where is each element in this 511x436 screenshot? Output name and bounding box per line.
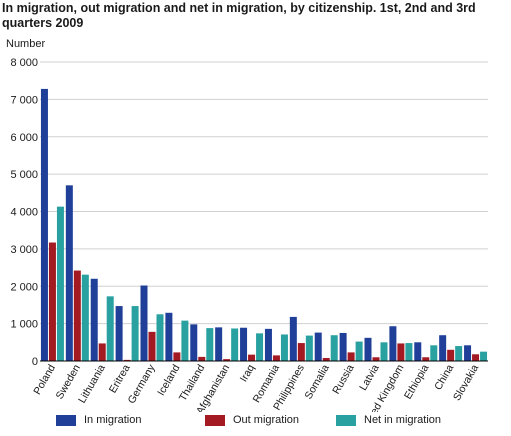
x-tick-label: Iceland xyxy=(155,362,182,397)
bar-out-migration xyxy=(397,343,405,361)
legend-swatch-out-migration xyxy=(205,414,225,426)
y-tick-label: 5 000 xyxy=(10,169,38,181)
bar-in-migration xyxy=(339,332,347,361)
legend-label-net-in-migration: Net in migration xyxy=(364,414,442,426)
bar-in-migration xyxy=(240,327,248,361)
bar-net-in-migration xyxy=(380,342,388,361)
bar-out-migration xyxy=(422,357,430,361)
bar-in-migration xyxy=(215,327,223,361)
bar-in-migration xyxy=(90,278,98,361)
y-tick-label: 1 000 xyxy=(10,319,38,331)
bar-out-migration xyxy=(272,355,280,361)
bars xyxy=(40,88,488,361)
bar-in-migration xyxy=(414,342,422,361)
y-tick-label: 7 000 xyxy=(10,94,38,106)
legend-item-out-migration: Out migration xyxy=(205,414,299,426)
bar-out-migration xyxy=(173,352,181,361)
bar-net-in-migration xyxy=(305,335,313,361)
x-tick-label: Russia xyxy=(330,362,357,396)
bar-in-migration xyxy=(40,88,48,361)
y-tick-label: 0 xyxy=(32,356,38,368)
bar-in-migration xyxy=(264,328,272,361)
bar-out-migration xyxy=(248,354,256,361)
bar-net-in-migration xyxy=(206,328,214,361)
bar-out-migration xyxy=(73,270,81,361)
bar-out-migration xyxy=(148,331,156,361)
bar-net-in-migration xyxy=(480,351,488,361)
legend-item-in-migration: In migration xyxy=(56,414,141,426)
bar-in-migration xyxy=(389,326,397,361)
bar-out-migration xyxy=(198,356,206,361)
bar-out-migration xyxy=(472,354,480,361)
y-tick-label: 3 000 xyxy=(10,244,38,256)
legend-swatch-net-in-migration xyxy=(336,414,356,426)
y-tick-label: 6 000 xyxy=(10,132,38,144)
bar-net-in-migration xyxy=(430,345,438,361)
bar-in-migration xyxy=(115,306,123,361)
bar-in-migration xyxy=(140,285,148,361)
bar-out-migration xyxy=(223,359,231,361)
y-axis-label: Number xyxy=(6,38,46,50)
bar-net-in-migration xyxy=(181,320,189,361)
bar-in-migration xyxy=(364,337,372,361)
x-tick-label: Ethiopia xyxy=(402,362,431,401)
legend-label-out-migration: Out migration xyxy=(233,414,300,426)
bar-net-in-migration xyxy=(131,306,139,361)
grid-lines xyxy=(40,61,488,325)
bar-net-in-migration xyxy=(231,328,239,361)
x-tick-label: Eritrea xyxy=(107,362,133,395)
legend: In migration Out migration Net in migrat… xyxy=(0,414,511,434)
bar-net-in-migration xyxy=(355,341,363,361)
bar-net-in-migration xyxy=(106,296,114,361)
bar-out-migration xyxy=(347,352,355,361)
bar-out-migration xyxy=(48,242,56,361)
bar-in-migration xyxy=(314,332,322,361)
y-tick-label: 8 000 xyxy=(10,57,38,69)
bar-out-migration xyxy=(297,343,305,361)
legend-item-net-in-migration: Net in migration xyxy=(336,414,441,426)
bar-out-migration xyxy=(98,343,106,361)
y-tick-label: 4 000 xyxy=(10,207,38,219)
bar-in-migration xyxy=(439,335,447,361)
bar-in-migration xyxy=(464,345,472,361)
bar-out-migration xyxy=(372,357,380,361)
x-tick-label: Latvia xyxy=(357,362,381,392)
x-tick-label: China xyxy=(432,362,456,392)
bar-net-in-migration xyxy=(81,274,89,361)
bar-net-in-migration xyxy=(280,334,288,361)
bar-net-in-migration xyxy=(405,343,413,361)
bar-net-in-migration xyxy=(330,335,338,361)
bar-out-migration xyxy=(447,349,455,361)
x-tick-label: Iraq xyxy=(238,362,258,384)
bar-chart: 0 1 000 2 000 3 000 4 000 5 000 6 000 7 000 8 00… xyxy=(10,57,488,412)
x-tick-label: Somalia xyxy=(302,362,331,401)
bar-net-in-migration xyxy=(455,346,463,361)
y-tick-label: 2 000 xyxy=(10,281,38,293)
legend-swatch-in-migration xyxy=(56,414,76,426)
y-tick-labels: 0 1 000 2 000 3 000 4 000 5 000 6 000 7 000 8 00… xyxy=(10,57,38,368)
bar-in-migration xyxy=(165,312,173,361)
chart-title: In migration, out migration and net in m… xyxy=(2,1,476,30)
bar-net-in-migration xyxy=(256,333,264,361)
legend-label-in-migration: In migration xyxy=(84,414,142,426)
bar-in-migration xyxy=(289,316,297,361)
bar-net-in-migration xyxy=(56,206,64,361)
bar-net-in-migration xyxy=(156,314,164,361)
bar-in-migration xyxy=(65,185,73,361)
bar-out-migration xyxy=(322,358,330,361)
bar-out-migration xyxy=(123,359,131,361)
bar-in-migration xyxy=(190,324,198,361)
